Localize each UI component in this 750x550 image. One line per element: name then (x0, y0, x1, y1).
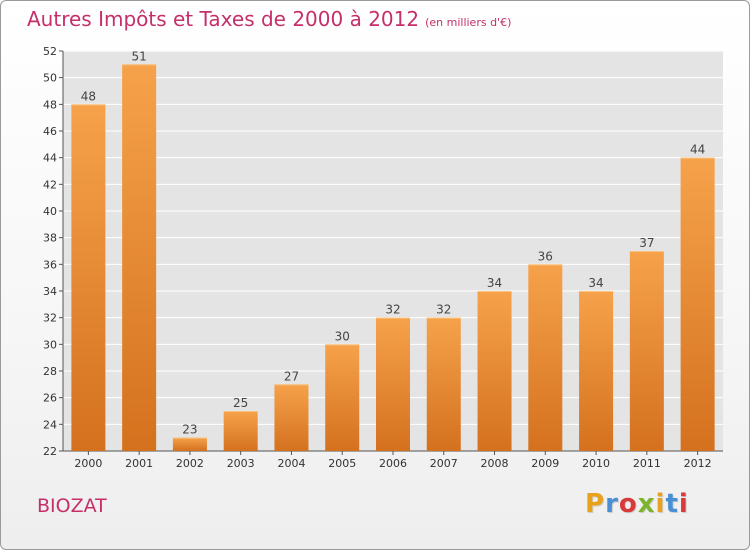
y-tick-label: 28 (43, 365, 57, 378)
y-tick-label: 46 (43, 125, 57, 138)
y-tick-label: 26 (43, 392, 57, 405)
bar-2009 (528, 264, 563, 451)
y-tick-label: 22 (43, 445, 57, 458)
bar-2000 (71, 104, 106, 451)
data-label-2008: 34 (487, 276, 502, 290)
x-tick-label-2008: 2008 (481, 457, 509, 470)
data-label-2011: 37 (639, 236, 654, 250)
y-tick-label: 30 (43, 338, 57, 351)
logo-letter: x (637, 489, 656, 519)
data-label-2009: 36 (538, 249, 553, 263)
logo-letter: r (605, 489, 619, 519)
bar-2012 (680, 157, 715, 451)
chart-title: Autres Impôts et Taxes de 2000 à 2012 (en… (27, 7, 511, 31)
y-tick-label: 48 (43, 98, 57, 111)
data-label-2003: 25 (233, 396, 248, 410)
data-label-2012: 44 (690, 143, 705, 157)
y-tick-label: 38 (43, 232, 57, 245)
data-label-2007: 32 (436, 303, 451, 317)
x-tick-label-2007: 2007 (430, 457, 458, 470)
data-label-2010: 34 (588, 276, 603, 290)
data-label-2006: 32 (385, 303, 400, 317)
bar-2005 (325, 344, 360, 451)
y-tick-label: 24 (43, 418, 57, 431)
bar-2007 (426, 317, 461, 451)
bar-2001 (122, 64, 157, 452)
x-tick-label-2001: 2001 (125, 457, 153, 470)
logo-letter: i (655, 489, 666, 519)
data-labels: 48 51 23 25 27 30 32 32 34 36 34 37 44 (81, 49, 706, 436)
y-tick-label: 42 (43, 178, 57, 191)
logo-letter: o (618, 489, 638, 519)
x-tick-label-2006: 2006 (379, 457, 407, 470)
data-label-2001: 51 (132, 49, 147, 63)
x-tick-label-2012: 2012 (684, 457, 712, 470)
bar-2002 (172, 437, 207, 451)
chart-subtitle: (en milliers d'€) (425, 16, 512, 29)
bars (71, 64, 715, 452)
chart-title-text: Autres Impôts et Taxes de 2000 à 2012 (27, 7, 420, 31)
x-tick-label-2011: 2011 (633, 457, 661, 470)
bar-2010 (579, 291, 614, 451)
x-tick-label-2003: 2003 (227, 457, 255, 470)
y-tick-label: 52 (43, 45, 57, 58)
x-tick-label-2002: 2002 (176, 457, 204, 470)
x-tick-label-2004: 2004 (277, 457, 305, 470)
x-tick-label-2009: 2009 (531, 457, 559, 470)
y-tick-label: 44 (43, 152, 57, 165)
y-tick-label: 34 (43, 285, 57, 298)
city-name: BIOZAT (37, 495, 107, 517)
bar-2006 (376, 317, 410, 451)
x-tick-label-2005: 2005 (328, 457, 356, 470)
y-tick-label: 36 (43, 258, 57, 271)
y-tick-label: 40 (43, 205, 57, 218)
data-label-2000: 48 (81, 89, 96, 103)
bar-2004 (274, 384, 309, 451)
logo-letter: P (585, 489, 606, 519)
proxiti-logo: Proxiti (585, 489, 689, 519)
x-tick-label-2010: 2010 (582, 457, 610, 470)
data-label-2004: 27 (284, 369, 299, 383)
bar-2008 (477, 291, 512, 451)
data-label-2005: 30 (335, 329, 350, 343)
logo-letter: i (678, 489, 689, 519)
y-tick-label: 50 (43, 72, 57, 85)
y-tick-label: 32 (43, 312, 57, 325)
logo-letter: t (665, 489, 679, 519)
data-label-2002: 23 (182, 423, 197, 437)
x-tick-label-2000: 2000 (74, 457, 102, 470)
bar-2011 (629, 251, 664, 451)
bar-2003 (223, 411, 258, 451)
